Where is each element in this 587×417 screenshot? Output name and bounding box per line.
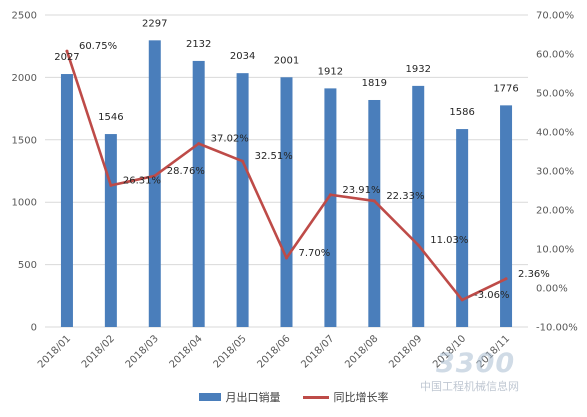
bar	[456, 129, 469, 327]
bar-data-labels: 2027 1546 2297 2132 2034 2001 1912 1819 1932 1586…	[54, 18, 519, 123]
line-data-label: 28.76%	[167, 166, 205, 177]
line-point	[416, 243, 420, 247]
bar	[280, 77, 293, 327]
line-data-label: -3.06%	[474, 290, 509, 301]
right-axis-tick-label: -10.00%	[536, 323, 578, 334]
legend-line-label: 同比增长率	[333, 391, 389, 404]
bar	[500, 105, 513, 328]
line-data-label: 7.70%	[299, 248, 331, 259]
line-swatch-icon	[302, 395, 329, 399]
right-axis-ticks: -10.00% 0.00% 10.00% 20.00% 30.00% 40.00% 50.0…	[536, 11, 578, 334]
bar-series	[60, 40, 513, 328]
right-axis-tick-label: 0.00%	[536, 284, 568, 295]
line-point	[372, 199, 376, 203]
legend-item-bar: 月出口销量	[198, 389, 281, 405]
right-axis-tick-label: 40.00%	[536, 128, 574, 139]
bar-data-label: 1912	[318, 66, 343, 77]
x-axis-tick-label: 2018/06	[255, 333, 292, 370]
bar	[412, 85, 425, 327]
x-axis-tick-label: 2018/04	[168, 333, 205, 370]
left-axis-tick-label: 0	[31, 323, 37, 334]
bar-data-label: 1546	[98, 112, 123, 123]
x-axis-tick-label: 2018/02	[80, 333, 117, 370]
watermark-text: 中国工程机械信息网	[420, 380, 519, 393]
x-axis-tick-label: 2018/07	[299, 333, 336, 370]
bar-data-label: 2027	[54, 52, 79, 63]
line-point	[241, 159, 245, 163]
bar-data-label: 2132	[186, 39, 211, 50]
right-axis-tick-label: 10.00%	[536, 245, 574, 256]
bar-data-label: 1932	[406, 64, 431, 75]
bar	[60, 74, 73, 328]
bar	[104, 134, 117, 327]
line-data-label: 22.33%	[386, 191, 424, 202]
line-data-label: 37.02%	[211, 134, 249, 145]
bar	[368, 99, 381, 327]
left-axis-tick-label: 2500	[12, 11, 37, 22]
bar	[236, 73, 249, 327]
line-point	[197, 142, 201, 146]
watermark: 3300 中国工程机械信息网	[420, 348, 580, 393]
bar-swatch-icon	[198, 393, 221, 401]
line-data-label: 26.31%	[123, 175, 161, 186]
bar-data-label: 2297	[142, 18, 167, 29]
legend: 月出口销量 同比增长率	[0, 388, 587, 406]
left-axis-tick-label: 2000	[12, 73, 37, 84]
line-point	[153, 174, 157, 178]
line-point	[109, 183, 113, 187]
left-axis-ticks: 0 500 1000 1500 2000 2500	[12, 11, 37, 334]
right-axis-tick-label: 30.00%	[536, 167, 574, 178]
left-axis-tick-label: 1500	[12, 135, 37, 146]
line-data-label: 11.03%	[430, 235, 468, 246]
left-axis-tick-label: 1000	[12, 198, 37, 209]
bar	[324, 88, 337, 327]
right-axis-tick-label: 20.00%	[536, 206, 574, 217]
line-point	[504, 277, 508, 281]
x-axis-tick-label: 2018/05	[212, 333, 249, 370]
line-data-labels: 60.75% 26.31% 28.76% 37.02% 32.51% 7.70% 23.91…	[79, 41, 550, 301]
line-point	[65, 49, 69, 53]
right-axis-tick-label: 70.00%	[536, 11, 574, 22]
left-axis-tick-label: 500	[18, 260, 37, 271]
line-point	[328, 193, 332, 197]
x-axis-tick-label: 2018/01	[36, 333, 73, 370]
legend-item-line: 同比增长率	[302, 389, 389, 405]
x-axis-tick-label: 2018/09	[387, 333, 424, 370]
bar-data-label: 1586	[449, 107, 474, 118]
line-point	[460, 298, 464, 302]
x-axis-tick-label: 2018/08	[343, 333, 380, 370]
line-point	[285, 256, 288, 260]
line-data-label: 32.51%	[255, 151, 293, 162]
right-axis-tick-label: 60.00%	[536, 50, 574, 61]
bar	[192, 60, 205, 328]
line-data-label: 2.36%	[518, 269, 550, 280]
bar-data-label: 2001	[274, 55, 299, 66]
right-axis-tick-label: 50.00%	[536, 89, 574, 100]
line-data-label: 23.91%	[342, 185, 380, 196]
bar	[148, 40, 161, 327]
legend-bar-label: 月出口销量	[225, 391, 281, 404]
watermark-logo: 3300	[436, 348, 516, 379]
x-axis-tick-label: 2018/03	[124, 333, 161, 370]
growth-line-series	[65, 49, 508, 302]
bar-data-label: 2034	[230, 51, 255, 62]
bar-data-label: 1819	[362, 78, 387, 89]
bar-data-label: 1776	[493, 83, 518, 94]
line-data-label: 60.75%	[79, 41, 117, 52]
